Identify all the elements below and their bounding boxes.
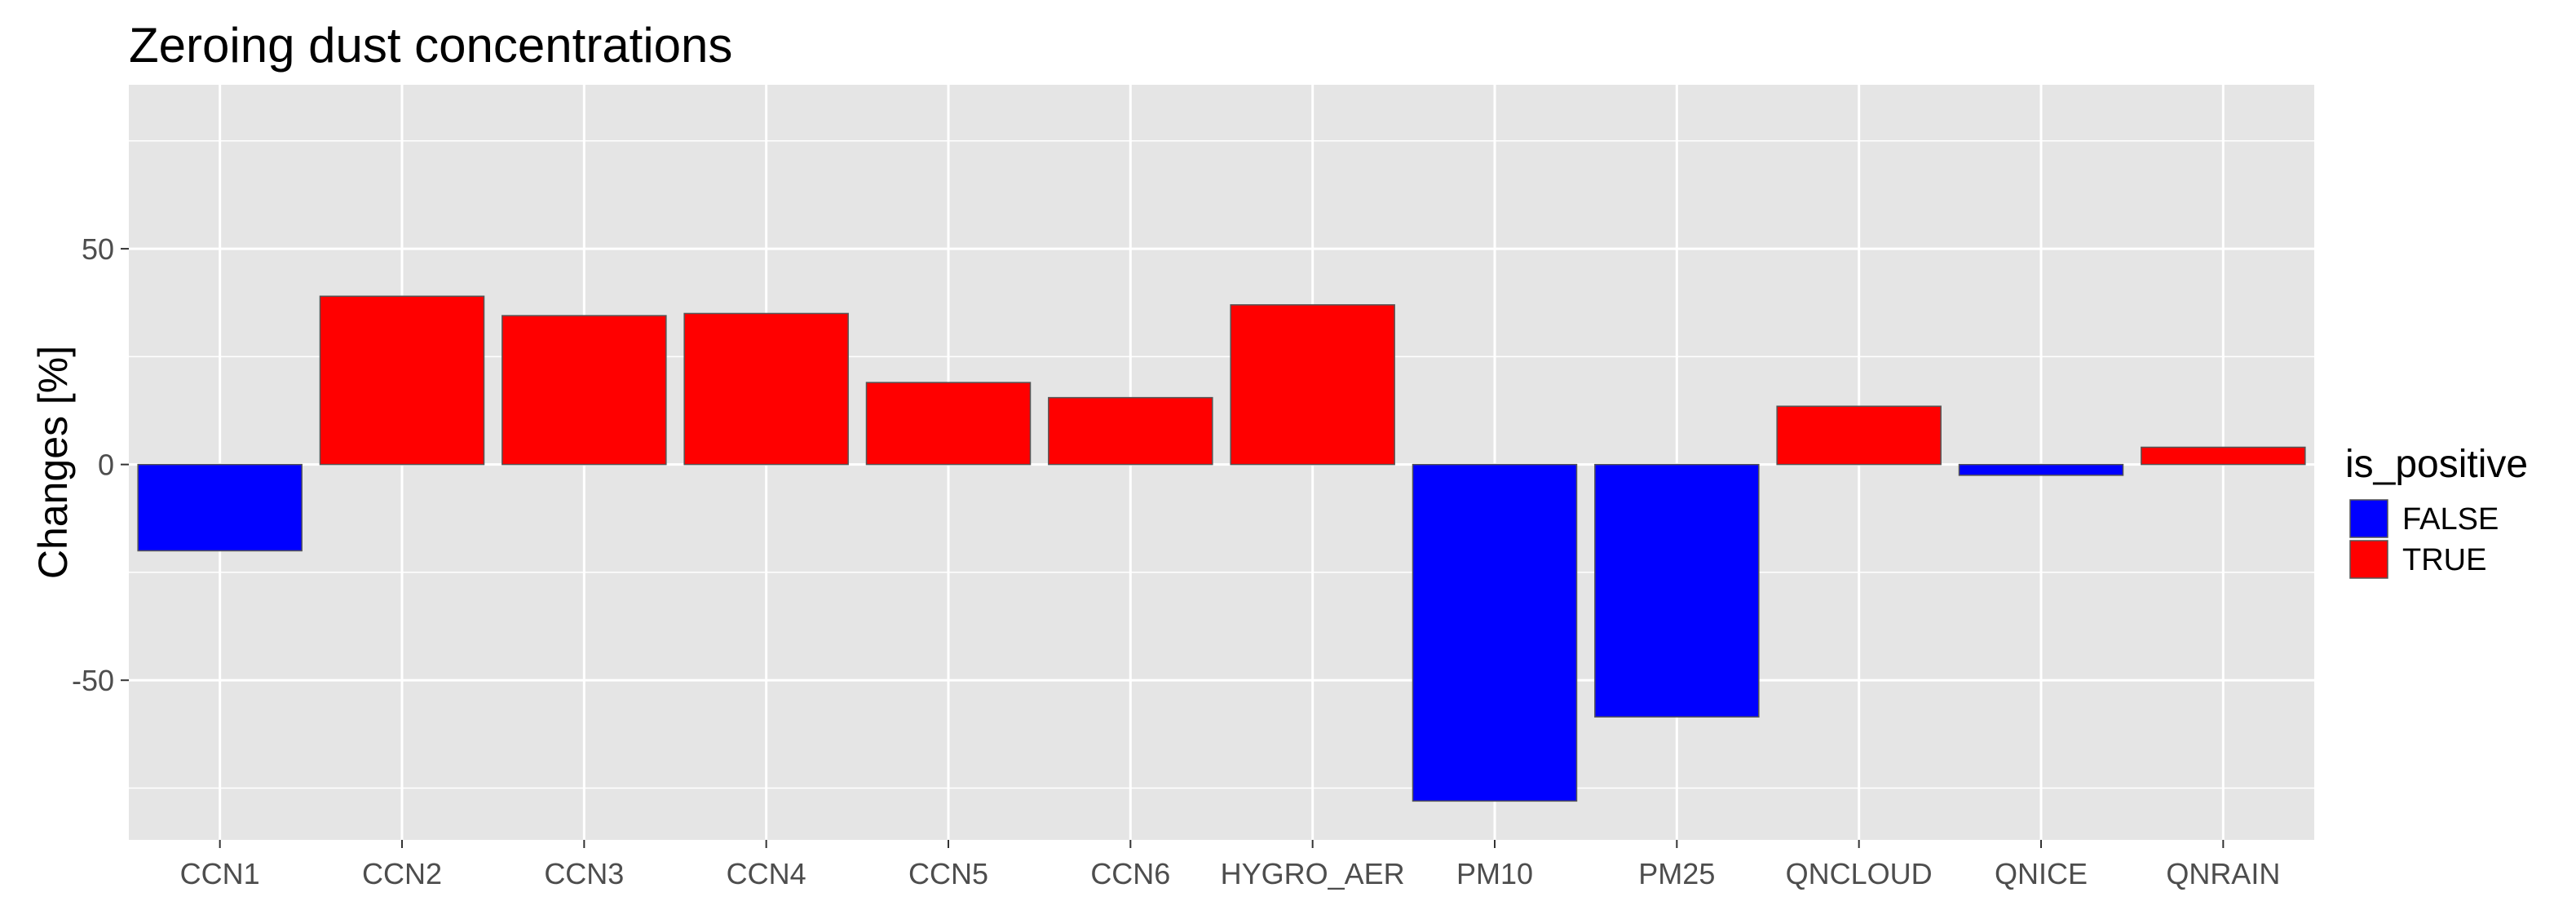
x-tick-label: QNRAIN xyxy=(2166,857,2280,890)
bar-qnrain xyxy=(2141,446,2306,466)
x-tick-label: CCN5 xyxy=(908,857,988,890)
bar-pm10 xyxy=(1412,463,1578,802)
x-tick-label: PM10 xyxy=(1456,857,1533,890)
x-tick-label: QNICE xyxy=(1995,857,2088,890)
y-axis-label: Changes [%] xyxy=(30,346,76,579)
bar-ccn1 xyxy=(137,463,303,552)
legend-key-true xyxy=(2349,540,2388,579)
legend-entries: FALSE TRUE xyxy=(2349,499,2499,579)
x-tick-label: CCN6 xyxy=(1090,857,1170,890)
bar-ccn4 xyxy=(683,312,849,466)
legend-key-false xyxy=(2349,499,2388,538)
bar-pm25 xyxy=(1594,463,1760,718)
legend-label-false: FALSE xyxy=(2402,502,2499,537)
x-tick-label: HYGRO_AER xyxy=(1221,857,1405,890)
x-tick-label: CCN4 xyxy=(727,857,806,890)
minor-gridlines xyxy=(129,140,2314,789)
bar-ccn6 xyxy=(1048,396,1213,466)
x-tick-label: CCN1 xyxy=(180,857,260,890)
x-tick-label: PM25 xyxy=(1638,857,1715,890)
bar-hygro-aer xyxy=(1230,304,1395,466)
y-tick-label: 0 xyxy=(98,448,114,482)
legend-title: is_positive xyxy=(2345,443,2528,486)
y-axis-ticks: -50 0 50 xyxy=(72,232,129,697)
legend-label-true: TRUE xyxy=(2402,543,2486,577)
x-tick-label: QNCLOUD xyxy=(1786,857,1933,890)
bars xyxy=(137,295,2306,802)
bar-ccn5 xyxy=(865,382,1032,466)
bar-qncloud xyxy=(1776,405,1942,466)
y-tick-label: 50 xyxy=(82,232,114,266)
plot-panel xyxy=(129,85,2314,840)
x-tick-label: CCN2 xyxy=(362,857,442,890)
x-axis-ticks: CCN1 CCN2 CCN3 CCN4 CCN5 CCN6 HYGRO_AER PM10 PM2… xyxy=(180,840,2280,890)
y-tick-label: -50 xyxy=(72,664,114,697)
chart-title: Zeroing dust concentrations xyxy=(129,18,732,73)
x-tick-label: CCN3 xyxy=(544,857,624,890)
bar-qnice xyxy=(1958,463,2124,476)
bar-ccn2 xyxy=(319,295,485,466)
legend: is_positive FALSE TRUE xyxy=(2345,443,2528,579)
bar-ccn3 xyxy=(502,315,667,466)
